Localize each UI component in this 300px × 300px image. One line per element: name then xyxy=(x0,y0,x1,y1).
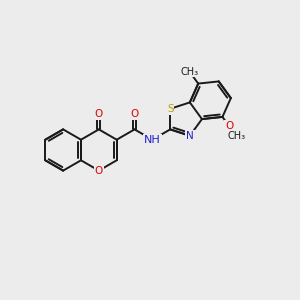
Text: O: O xyxy=(95,109,103,119)
Text: O: O xyxy=(95,166,103,176)
Text: CH₃: CH₃ xyxy=(181,67,199,77)
Text: CH₃: CH₃ xyxy=(227,131,245,141)
Text: S: S xyxy=(167,104,173,114)
Text: O: O xyxy=(130,109,139,119)
Text: O: O xyxy=(225,121,233,131)
Text: N: N xyxy=(186,131,194,141)
Text: NH: NH xyxy=(144,135,161,145)
